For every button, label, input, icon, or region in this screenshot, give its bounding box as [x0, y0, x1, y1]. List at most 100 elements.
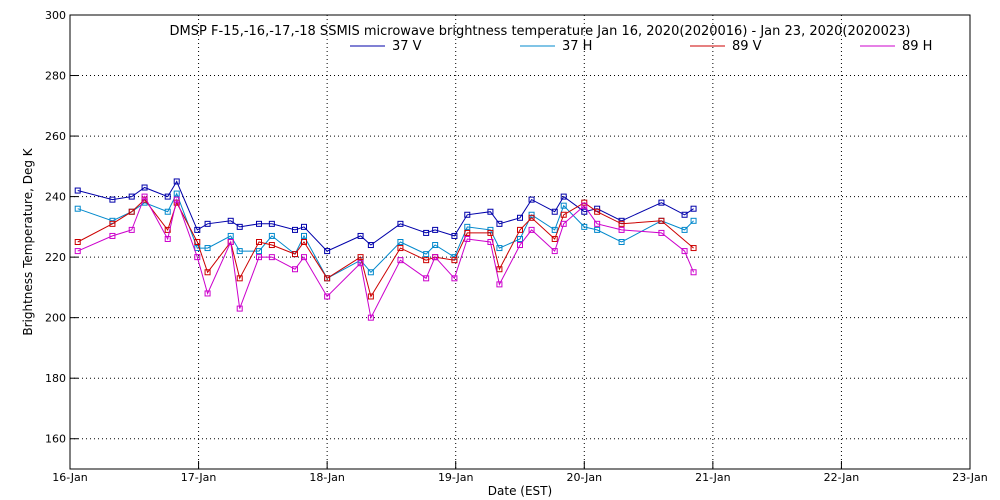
data-point-89-h [324, 293, 331, 300]
legend-label-37-v: 37 V [392, 39, 422, 54]
data-point-37-v [236, 223, 243, 230]
data-point-37-v [128, 193, 135, 200]
data-point-89-v [194, 239, 201, 245]
legend: 37 V 37 H 89 V 89 H [350, 39, 932, 54]
data-point-37-h [74, 205, 81, 212]
data-point-89-v [324, 275, 331, 282]
data-point-37-h [618, 239, 625, 245]
data-point-37-v [528, 196, 535, 203]
data-point-89-h [367, 314, 374, 321]
data-point-89-h [292, 266, 298, 273]
data-point-89-v [128, 208, 135, 215]
y-tick-label: 200 [45, 312, 66, 325]
data-point-89-h [581, 202, 588, 209]
data-point-37-v [204, 220, 211, 227]
data-point-37-h [690, 217, 697, 224]
data-point-89-h [517, 242, 523, 249]
data-point-37-h [464, 223, 471, 230]
data-point-89-v [528, 214, 535, 221]
data-point-37-h [256, 248, 262, 255]
data-point-89-h [227, 239, 234, 245]
axis-ticks: 16-Jan 17-Jan 18-Jan 19-Jan 20-Jan 21-Jan 22-J… [45, 9, 988, 484]
data-point-37-v [681, 211, 688, 218]
data-point-37-h [432, 242, 439, 249]
data-point-89-h [551, 248, 558, 255]
data-point-89-v [236, 275, 243, 282]
data-point-89-h [141, 193, 148, 200]
series-line-37-v [77, 180, 694, 252]
data-point-89-v [109, 220, 116, 227]
data-point-89-h [594, 220, 601, 227]
data-point-89-v [357, 254, 364, 261]
x-tick-label: 23-Jan [952, 471, 988, 484]
data-point-89-h [496, 281, 503, 288]
data-point-37-v [227, 217, 234, 224]
y-tick-label: 280 [45, 70, 66, 83]
data-point-89-h [618, 226, 625, 233]
data-point-89-v [268, 242, 275, 249]
data-point-37-v [517, 214, 523, 221]
data-point-37-h [204, 245, 211, 252]
series-37-v [74, 178, 697, 255]
data-point-89-v [292, 251, 298, 258]
data-point-89-v [397, 245, 404, 252]
data-point-89-h [658, 229, 665, 236]
data-point-37-h [301, 232, 307, 239]
x-tick-label: 19-Jan [438, 471, 474, 484]
data-point-37-h [173, 190, 180, 197]
legend-label-37-h: 37 H [562, 39, 592, 54]
data-point-89-h [301, 254, 307, 261]
data-point-37-h [268, 232, 275, 239]
data-point-37-v [658, 199, 665, 206]
y-axis-label: Brightness Temperature, Deg K [21, 147, 35, 335]
data-point-37-v [551, 208, 558, 215]
data-point-89-h [357, 260, 364, 267]
data-point-37-v [432, 226, 439, 233]
series-line-89-h [77, 195, 695, 320]
data-point-89-v [618, 220, 625, 227]
data-point-37-h [367, 269, 374, 276]
data-point-89-v [496, 266, 503, 273]
data-point-37-v [690, 205, 697, 212]
data-point-89-h [204, 290, 211, 297]
y-tick-label: 220 [45, 251, 66, 264]
data-point-89-h [194, 254, 201, 261]
x-tick-label: 16-Jan [52, 471, 88, 484]
data-point-89-h [560, 220, 567, 227]
series [74, 178, 697, 321]
data-point-89-v [551, 235, 558, 242]
data-point-89-v [690, 245, 697, 252]
data-point-89-v [487, 229, 494, 236]
data-point-37-v [464, 211, 471, 218]
data-point-89-v [204, 269, 211, 276]
data-point-89-v [256, 239, 262, 245]
data-point-89-v [658, 217, 665, 224]
data-point-89-h [256, 254, 262, 261]
data-point-89-v [560, 211, 567, 218]
data-point-89-v [301, 239, 307, 245]
data-point-37-v [357, 232, 364, 239]
data-point-89-h [164, 235, 171, 242]
x-tick-label: 22-Jan [824, 471, 860, 484]
series-89-h [74, 193, 697, 321]
data-point-37-h [594, 226, 601, 233]
data-point-37-h [227, 232, 234, 239]
data-point-89-h [432, 254, 439, 261]
data-point-37-h [581, 223, 588, 230]
data-point-37-v [268, 220, 275, 227]
data-point-37-v [397, 220, 404, 227]
data-point-89-h [451, 275, 458, 282]
data-point-37-v [164, 193, 171, 200]
x-tick-label: 20-Jan [567, 471, 603, 484]
legend-label-89-h: 89 H [902, 39, 932, 54]
data-point-89-h [268, 254, 275, 261]
data-point-37-v [496, 220, 503, 227]
data-point-37-v [194, 226, 201, 233]
data-point-89-v [367, 293, 374, 300]
plot-frame [69, 14, 971, 470]
series-line-37-h [77, 192, 694, 279]
data-point-89-v [423, 257, 430, 264]
y-tick-label: 300 [45, 9, 66, 22]
